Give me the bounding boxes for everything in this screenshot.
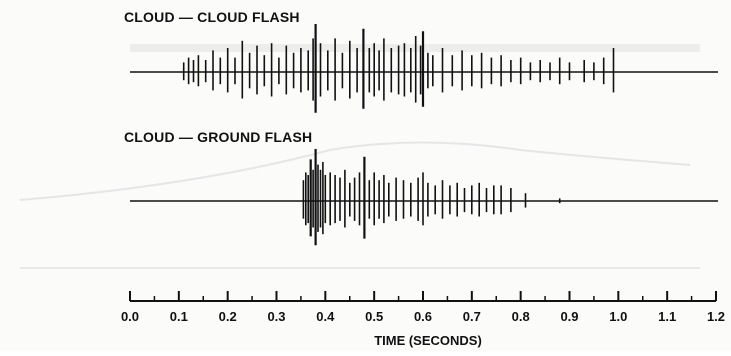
time-axis-ticks: 0.0 0.1 0.2 0.3 0.4 0.5 0.6 0.7 0.8 0.9 1.0 1.1 1.2 bbox=[121, 291, 725, 324]
tick-label: 0.9 bbox=[560, 309, 578, 324]
cloud-ground-signal bbox=[302, 149, 561, 246]
tick-label: 0.4 bbox=[316, 309, 335, 324]
tick-label: 0.8 bbox=[512, 309, 530, 324]
time-axis: 0.0 0.1 0.2 0.3 0.4 0.5 0.6 0.7 0.8 0.9 1.0 1.1 1.2 … bbox=[121, 291, 725, 348]
tick-label: 0.2 bbox=[219, 309, 237, 324]
tick-label: 0.5 bbox=[365, 309, 383, 324]
tick-label: 0.1 bbox=[170, 309, 188, 324]
scan-bleed-through bbox=[19, 44, 700, 269]
time-axis-title: TIME (SECONDS) bbox=[374, 333, 482, 348]
ghost-curve bbox=[19, 141, 691, 201]
tick-label: 0.6 bbox=[414, 309, 432, 324]
cloud-ground-panel: CLOUD — GROUND FLASH bbox=[124, 129, 718, 246]
tick-label: 0.7 bbox=[463, 309, 481, 324]
cloud-cloud-signal bbox=[182, 24, 615, 113]
cloud-cloud-title: CLOUD — CLOUD FLASH bbox=[124, 9, 300, 25]
cloud-cloud-panel: CLOUD — CLOUD FLASH bbox=[124, 9, 718, 113]
tick-label: 1.2 bbox=[707, 309, 725, 324]
tick-label: 1.0 bbox=[609, 309, 627, 324]
tick-label: 0.0 bbox=[121, 309, 139, 324]
tick-label: 0.3 bbox=[267, 309, 285, 324]
tick-label: 1.1 bbox=[658, 309, 676, 324]
cloud-ground-title: CLOUD — GROUND FLASH bbox=[124, 129, 312, 145]
